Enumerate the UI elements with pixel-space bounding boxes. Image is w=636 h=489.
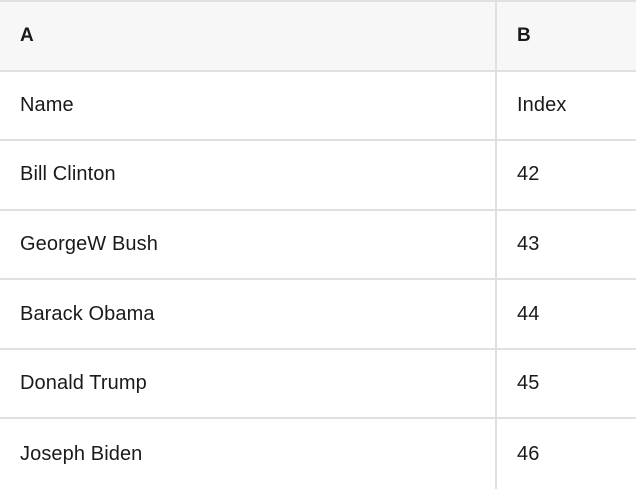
table-row: Bill Clinton 42 (0, 141, 636, 211)
table-cell-index[interactable]: 45 (517, 372, 540, 395)
table-cell-name[interactable]: Bill Clinton (0, 141, 497, 209)
table-cell-index[interactable]: 42 (517, 163, 540, 186)
table-cell-index[interactable]: 43 (517, 232, 540, 255)
table-header-row: A B (0, 2, 636, 72)
table-cell-name[interactable]: GeorgeW Bush (0, 210, 497, 279)
table-row: GeorgeW Bush 43 (0, 210, 636, 281)
table-cell-index[interactable]: 46 (517, 442, 540, 465)
table-cell-name[interactable]: Joseph Biden (0, 419, 497, 489)
table-cell-name[interactable]: Barack Obama (0, 280, 497, 348)
table-row: Donald Trump 45 (0, 349, 636, 420)
table-row: Name Index (0, 71, 636, 142)
table-row: Joseph Biden 46 (0, 419, 636, 489)
table-row: Barack Obama 44 (0, 280, 636, 350)
column-header-b[interactable]: B (517, 24, 531, 46)
column-header-a[interactable]: A (0, 2, 497, 70)
table-cell-index[interactable]: Index (517, 93, 567, 116)
table-cell-name[interactable]: Donald Trump (0, 349, 497, 418)
table-cell-index[interactable]: 44 (517, 302, 540, 325)
table-cell-name[interactable]: Name (0, 71, 497, 140)
